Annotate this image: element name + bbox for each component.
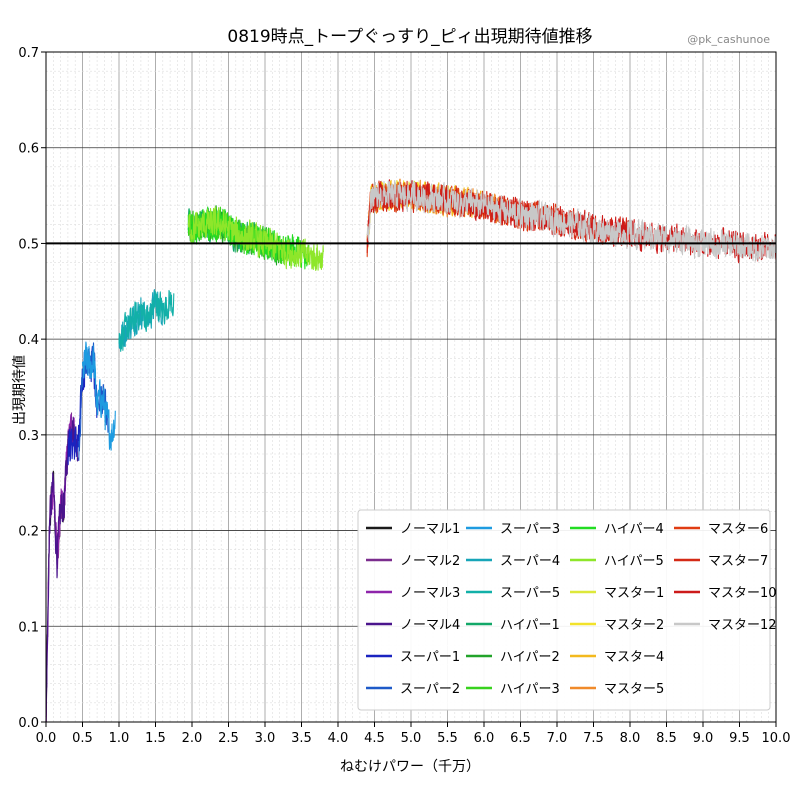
- chart-title: 0819時点_トープぐっすり_ピィ出現期待値推移: [227, 27, 592, 47]
- x-axis-label: ねむけパワー（千万）: [340, 759, 480, 775]
- x-tick-label: 0.5: [72, 731, 93, 746]
- x-tick-label: 9.0: [693, 731, 714, 746]
- legend-label: ハイパー2: [500, 650, 560, 665]
- legend-label: マスター5: [604, 682, 664, 697]
- legend-label: マスター1: [604, 586, 664, 601]
- x-tick-label: 4.0: [328, 731, 349, 746]
- x-tick-label: 7.5: [583, 731, 604, 746]
- series-line-4: [45, 416, 80, 723]
- x-tick-label: 0.0: [36, 731, 57, 746]
- y-tick-label: 0.1: [18, 620, 39, 635]
- legend-label: スーパー3: [500, 522, 560, 537]
- series-line-14: [187, 206, 324, 272]
- x-tick-label: 3.5: [291, 731, 312, 746]
- y-axis-label: 出現期待値: [12, 355, 28, 425]
- y-tick-label: 0.5: [18, 237, 39, 252]
- y-tick-label: 0.2: [18, 525, 39, 540]
- x-tick-label: 7.0: [547, 731, 568, 746]
- y-tick-label: 0.3: [18, 429, 39, 444]
- legend-label: マスター12: [708, 618, 777, 633]
- x-tick-label: 10.0: [762, 731, 791, 746]
- x-tick-label: 2.5: [218, 731, 239, 746]
- x-tick-label: 3.0: [255, 731, 276, 746]
- y-tick-label: 0.4: [18, 333, 39, 348]
- x-tick-label: 8.0: [620, 731, 641, 746]
- legend-label: ノーマル4: [400, 618, 460, 633]
- legend-label: スーパー2: [400, 682, 460, 697]
- legend-label: ハイパー3: [500, 682, 560, 697]
- x-tick-label: 5.5: [437, 731, 458, 746]
- legend-label: マスター4: [604, 650, 664, 665]
- x-tick-label: 1.0: [109, 731, 130, 746]
- legend-label: ハイパー4: [604, 522, 664, 537]
- x-tick-label: 2.0: [182, 731, 203, 746]
- legend: ノーマル1 ノーマル2 ノーマル3 ノーマル4 スーパー1 スーパー2 スーパー3 スーパー4…: [357, 509, 777, 711]
- legend-label: ハイパー5: [604, 554, 664, 569]
- series-line-22: [366, 180, 777, 262]
- y-tick-label: 0.0: [18, 716, 39, 731]
- series-line-5: [67, 345, 98, 466]
- series-line-9: [118, 289, 175, 352]
- legend-label: マスター10: [708, 586, 777, 601]
- legend-box: [357, 509, 771, 711]
- y-tick-label: 0.7: [18, 46, 39, 61]
- legend-label: マスター2: [604, 618, 664, 633]
- series-line-7: [81, 341, 116, 451]
- y-tick-label: 0.6: [18, 142, 39, 157]
- legend-label: マスター6: [708, 522, 768, 537]
- axis-ticks: 0.0 0.5 1.0 1.5 2.0 2.5 3.0 3.5 4.0 4.5 5.0 5.5 6.0 6…: [18, 46, 790, 746]
- x-tick-label: 6.5: [510, 731, 531, 746]
- legend-label: ノーマル1: [400, 522, 460, 537]
- legend-label: スーパー5: [500, 586, 560, 601]
- x-tick-label: 1.5: [145, 731, 166, 746]
- x-tick-label: 5.0: [401, 731, 422, 746]
- x-tick-label: 9.5: [729, 731, 750, 746]
- x-tick-label: 6.0: [474, 731, 495, 746]
- x-tick-label: 4.5: [364, 731, 385, 746]
- series-lines: [45, 178, 777, 723]
- legend-label: マスター7: [708, 554, 768, 569]
- watermark-label: @pk_cashunoe: [687, 33, 770, 46]
- legend-label: スーパー1: [400, 650, 460, 665]
- x-tick-label: 8.5: [656, 731, 677, 746]
- legend-label: ハイパー1: [500, 618, 560, 633]
- legend-label: ノーマル2: [400, 554, 460, 569]
- legend-label: ノーマル3: [400, 586, 460, 601]
- legend-label: スーパー4: [500, 554, 560, 569]
